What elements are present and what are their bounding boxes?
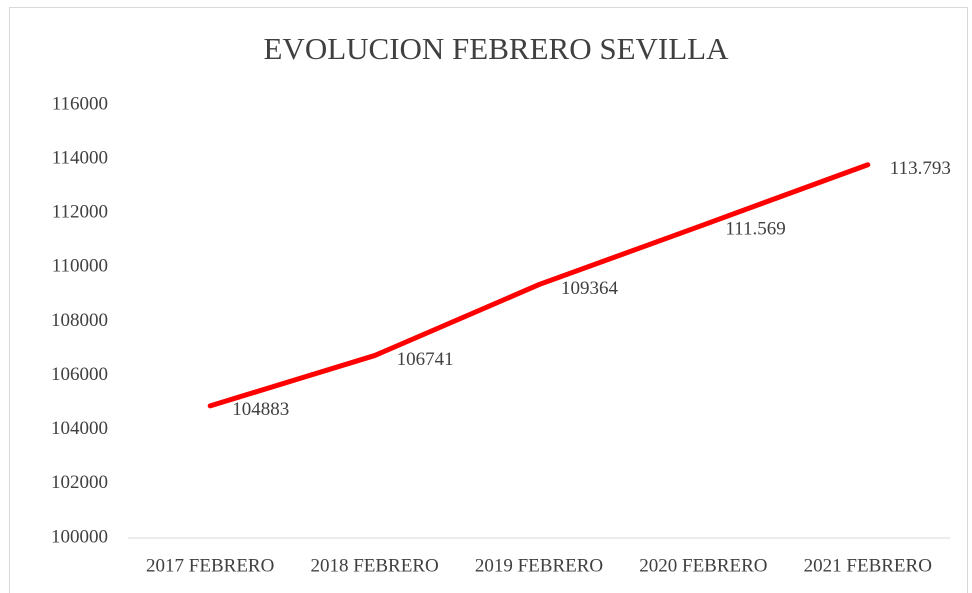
chart-border [9,7,968,593]
y-tick-label: 102000 [51,472,108,493]
data-label: 113.793 [890,158,951,179]
x-tick-label: 2021 FEBRERO [804,555,932,576]
y-tick-label: 100000 [51,526,108,547]
data-label: 106741 [397,349,454,370]
y-tick-label: 108000 [51,310,108,331]
data-label: 109364 [561,278,619,299]
chart-title: EVOLUCION FEBRERO SEVILLA [264,31,730,66]
y-tick-label: 104000 [51,418,108,439]
x-tick-label: 2020 FEBRERO [639,555,767,576]
y-tick-label: 114000 [52,147,108,168]
data-label: 111.569 [725,218,785,239]
y-tick-label: 106000 [51,364,108,385]
y-tick-label: 112000 [52,202,108,223]
y-tick-label: 110000 [52,256,108,277]
y-tick-label: 116000 [52,93,108,114]
x-tick-label: 2018 FEBRERO [310,555,438,576]
x-tick-label: 2019 FEBRERO [475,555,603,576]
data-label: 104883 [232,399,289,420]
x-tick-label: 2017 FEBRERO [146,555,274,576]
line-series [207,162,871,409]
